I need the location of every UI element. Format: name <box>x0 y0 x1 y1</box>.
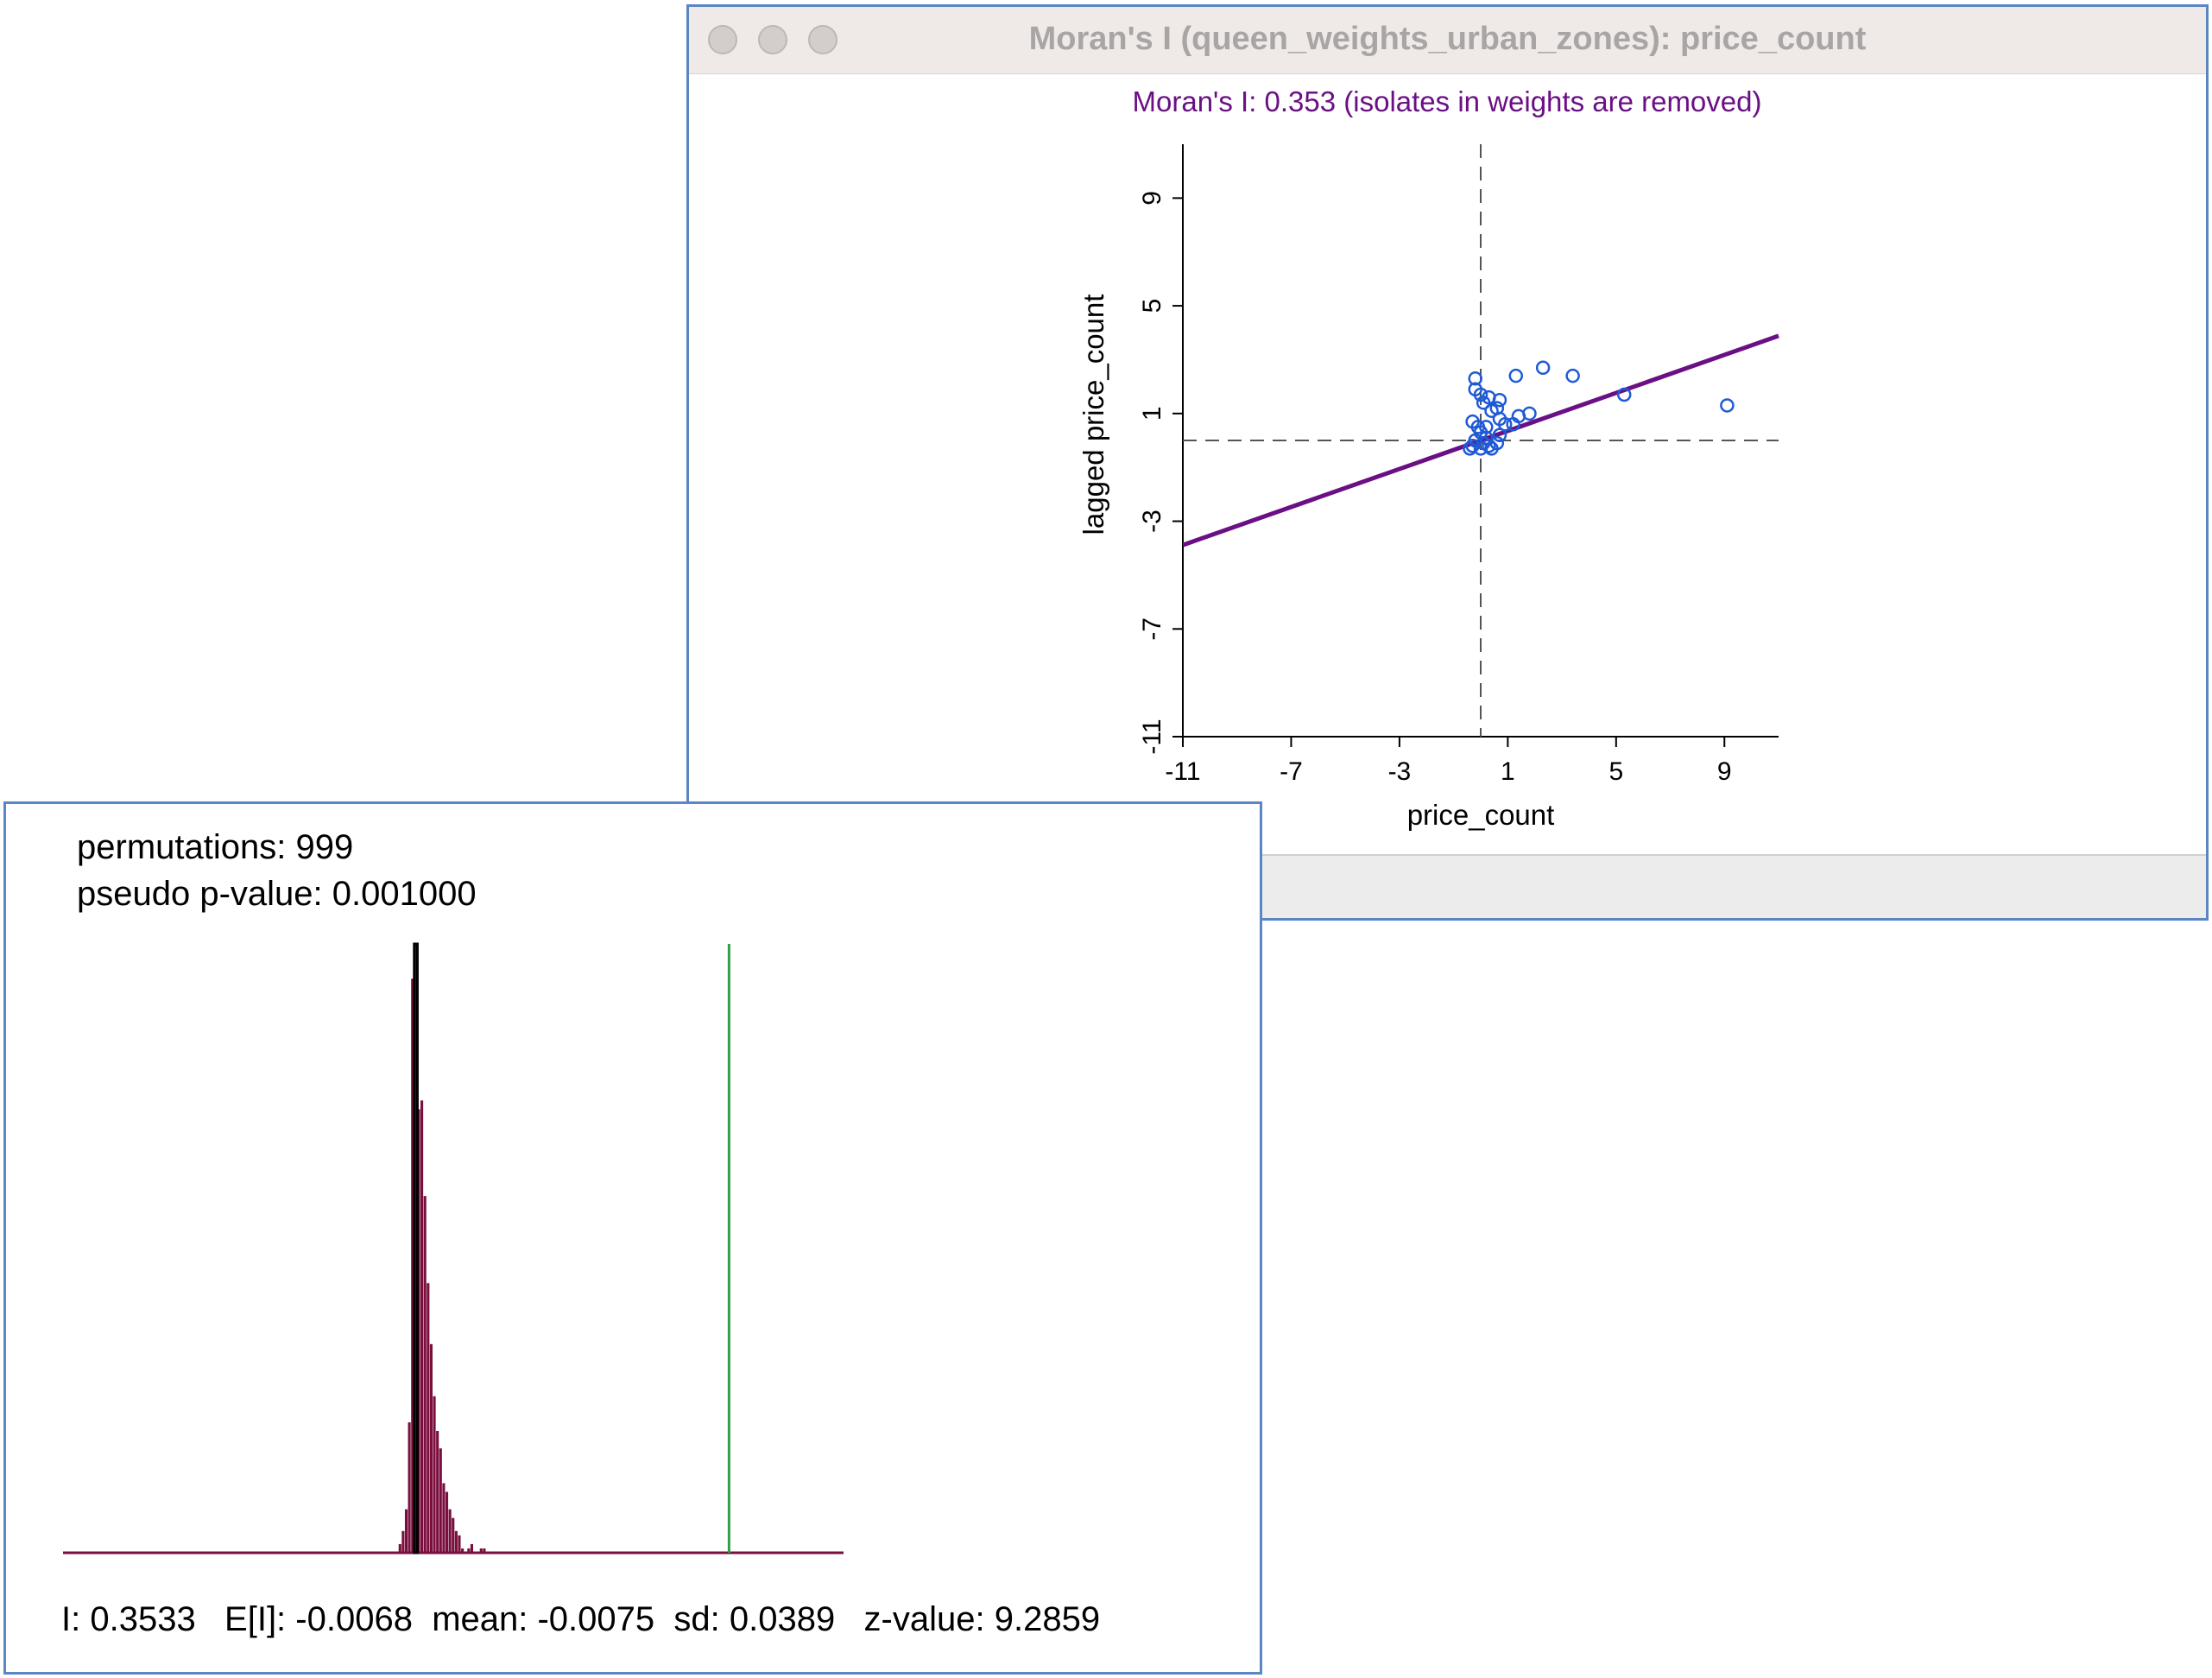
x-tick-label: 5 <box>1608 757 1623 786</box>
scatter-point <box>1616 387 1632 402</box>
scatter-point <box>1497 417 1513 432</box>
histogram-bar <box>470 1543 474 1553</box>
permutations-label: permutations: 999 <box>77 828 354 866</box>
scatter-point <box>1506 417 1520 432</box>
moran-scatter-plot: Moran's I: 0.353 (isolates in weights ar… <box>1078 85 1779 831</box>
histogram-bar <box>454 1530 458 1553</box>
histogram-bar <box>429 1344 433 1553</box>
close-window-button[interactable] <box>708 25 737 54</box>
scatter-point <box>1535 360 1551 376</box>
permutation-histogram <box>63 942 844 1555</box>
histogram-bar <box>423 1196 427 1553</box>
scatter-point <box>1463 441 1477 456</box>
histogram-bar <box>467 1548 471 1553</box>
histogram-bar <box>483 1548 486 1553</box>
scatter-point <box>1565 368 1580 383</box>
histogram-bar <box>448 1509 452 1553</box>
zoom-window-button[interactable] <box>808 25 837 54</box>
scatter-point <box>1489 401 1505 415</box>
scatter-point <box>1465 438 1480 453</box>
x-tick-label: -7 <box>1280 757 1303 786</box>
statistics-line: I: 0.3533 E[I]: -0.0068 mean: -0.0075 sd… <box>61 1600 1100 1639</box>
minimize-window-button[interactable] <box>758 25 787 54</box>
stat-i: I: 0.3533 <box>61 1600 196 1638</box>
stat-z-value: z-value: 9.2859 <box>863 1600 1101 1638</box>
y-tick-label: -3 <box>1138 510 1166 533</box>
histogram-bar <box>433 1396 436 1553</box>
scatter-point <box>1492 392 1507 408</box>
scatter-point <box>1492 427 1507 443</box>
scatter-point <box>1508 368 1524 383</box>
scatter-point <box>1489 435 1505 451</box>
x-tick-label: 1 <box>1501 757 1515 786</box>
permutation-panel: permutations: 999 pseudo p-value: 0.0010… <box>3 801 1262 1675</box>
histogram-bar <box>479 1548 483 1553</box>
histogram-bar <box>439 1448 442 1553</box>
histogram-bar <box>427 1282 430 1553</box>
stat-sd: sd: 0.0389 <box>673 1600 836 1638</box>
histogram-bar <box>414 944 417 1553</box>
scatter-point <box>1482 438 1496 453</box>
scatter-point <box>1468 371 1482 386</box>
stat-expected-i: E[I]: -0.0068 <box>224 1600 413 1638</box>
y-axis-title: lagged price_count <box>1078 294 1109 535</box>
x-tick-label: 9 <box>1717 757 1732 786</box>
scatter-point <box>1479 420 1494 434</box>
histogram-bar <box>458 1535 461 1553</box>
stat-mean: mean: -0.0075 <box>432 1600 655 1638</box>
moran-scatter-window[interactable]: Moran's I (queen_weights_urban_zones): p… <box>686 4 2209 921</box>
histogram-bar <box>436 1431 439 1553</box>
y-tick-label: -11 <box>1138 719 1166 754</box>
histogram-bar <box>404 1509 408 1553</box>
y-tick-label: 1 <box>1138 406 1166 421</box>
histogram-bar <box>461 1548 465 1553</box>
x-tick-label: -11 <box>1165 757 1200 786</box>
y-tick-label: 5 <box>1138 299 1166 313</box>
histogram-bar <box>452 1517 455 1553</box>
histogram-bar <box>411 978 414 1553</box>
scatter-point <box>1522 406 1537 421</box>
histogram-bar <box>445 1491 449 1553</box>
y-tick-label: 9 <box>1138 191 1166 206</box>
histogram-bar <box>401 1530 405 1553</box>
highlighted-bin <box>413 942 419 1555</box>
y-tick-label: -7 <box>1138 617 1166 641</box>
scatter-point <box>1473 441 1488 456</box>
x-tick-label: -3 <box>1388 757 1412 786</box>
histogram-bar <box>408 1422 411 1553</box>
x-axis-title: price_count <box>1407 799 1555 831</box>
scatter-point <box>1720 398 1735 413</box>
pseudo-p-value-label: pseudo p-value: 0.001000 <box>77 875 477 913</box>
histogram-bar <box>442 1483 446 1553</box>
scatter-point <box>1473 387 1488 402</box>
window-title: Moran's I (queen_weights_urban_zones): p… <box>1028 21 1867 57</box>
histogram-bar <box>398 1543 401 1553</box>
chart-title: Moran's I: 0.353 (isolates in weights ar… <box>1133 85 1762 117</box>
histogram-bar <box>417 1109 420 1553</box>
histogram-bar <box>420 1100 424 1553</box>
window-titlebar[interactable]: Moran's I (queen_weights_urban_zones): p… <box>689 7 2206 74</box>
